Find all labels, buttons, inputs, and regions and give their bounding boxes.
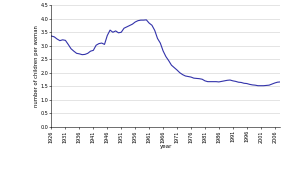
X-axis label: year: year (160, 144, 172, 149)
Y-axis label: number of children per woman: number of children per woman (34, 25, 39, 107)
